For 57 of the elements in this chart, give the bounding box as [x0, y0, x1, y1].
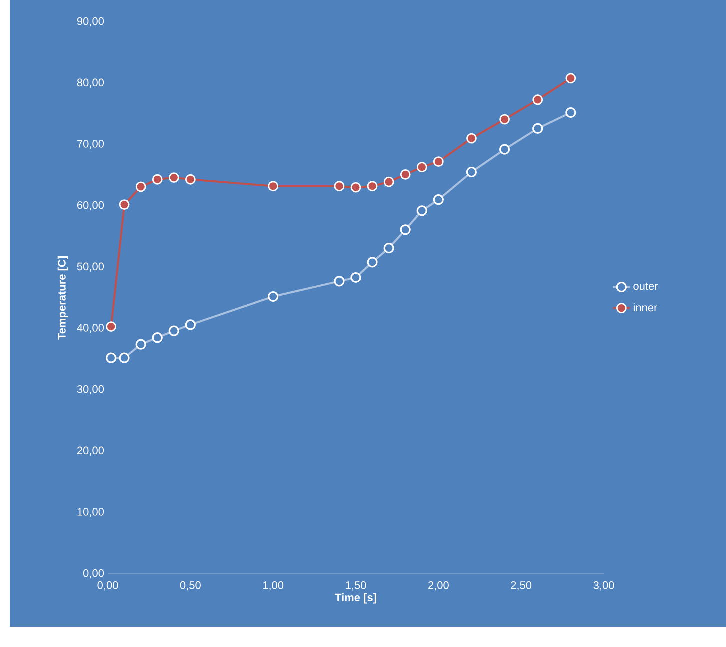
point — [367, 257, 378, 268]
y-tick-label: 20,00 — [77, 446, 104, 456]
y-tick-label: 90,00 — [77, 17, 104, 27]
point — [106, 322, 117, 332]
y-tick-label: 30,00 — [77, 385, 104, 395]
point — [384, 243, 394, 254]
y-tick-label: 80,00 — [77, 78, 104, 88]
x-tick-label: 1,50 — [346, 582, 366, 591]
legend-label: inner — [634, 304, 658, 312]
point — [152, 174, 163, 185]
point — [136, 339, 146, 350]
point — [532, 123, 544, 134]
x-tick-label: 1,00 — [263, 582, 284, 591]
x-tick-label: 3,00 — [594, 582, 614, 591]
point — [334, 276, 345, 287]
point — [350, 272, 362, 284]
y-tick-label: 50,00 — [77, 262, 104, 272]
x-axis-title: Time [s] — [335, 593, 376, 604]
point — [168, 326, 180, 336]
point — [185, 174, 196, 185]
point — [500, 144, 510, 155]
point — [168, 172, 180, 183]
point — [268, 291, 279, 302]
point — [268, 181, 279, 192]
point — [416, 206, 428, 216]
point — [367, 181, 378, 192]
y-tick-label: 10,00 — [78, 508, 104, 518]
point — [119, 200, 130, 210]
point — [566, 107, 576, 118]
point — [152, 332, 163, 344]
point — [185, 320, 196, 330]
point — [400, 224, 411, 236]
point — [136, 182, 146, 192]
point — [500, 114, 510, 125]
point — [334, 181, 345, 192]
point — [466, 166, 478, 178]
point — [433, 156, 444, 168]
point — [106, 352, 117, 364]
point — [350, 182, 362, 193]
point — [400, 170, 411, 180]
x-tick-label: 2,00 — [428, 582, 449, 591]
y-tick-label: 60,00 — [78, 201, 104, 211]
point — [433, 194, 444, 206]
point — [532, 94, 544, 106]
point — [119, 352, 130, 364]
point — [384, 176, 394, 188]
y-tick-label: 40,00 — [77, 324, 104, 334]
x-tick-label: 0,00 — [98, 582, 118, 591]
y-tick-label: 70,00 — [78, 140, 104, 150]
point — [566, 73, 576, 84]
point — [416, 162, 428, 173]
legend-label: outer — [634, 282, 658, 290]
point — [466, 133, 477, 144]
x-tick-label: 2,50 — [511, 582, 532, 591]
y-tick-label: 0,00 — [83, 569, 104, 579]
y-axis-title: Temperature [C] — [58, 256, 68, 340]
x-tick-label: 0,50 — [180, 582, 201, 591]
